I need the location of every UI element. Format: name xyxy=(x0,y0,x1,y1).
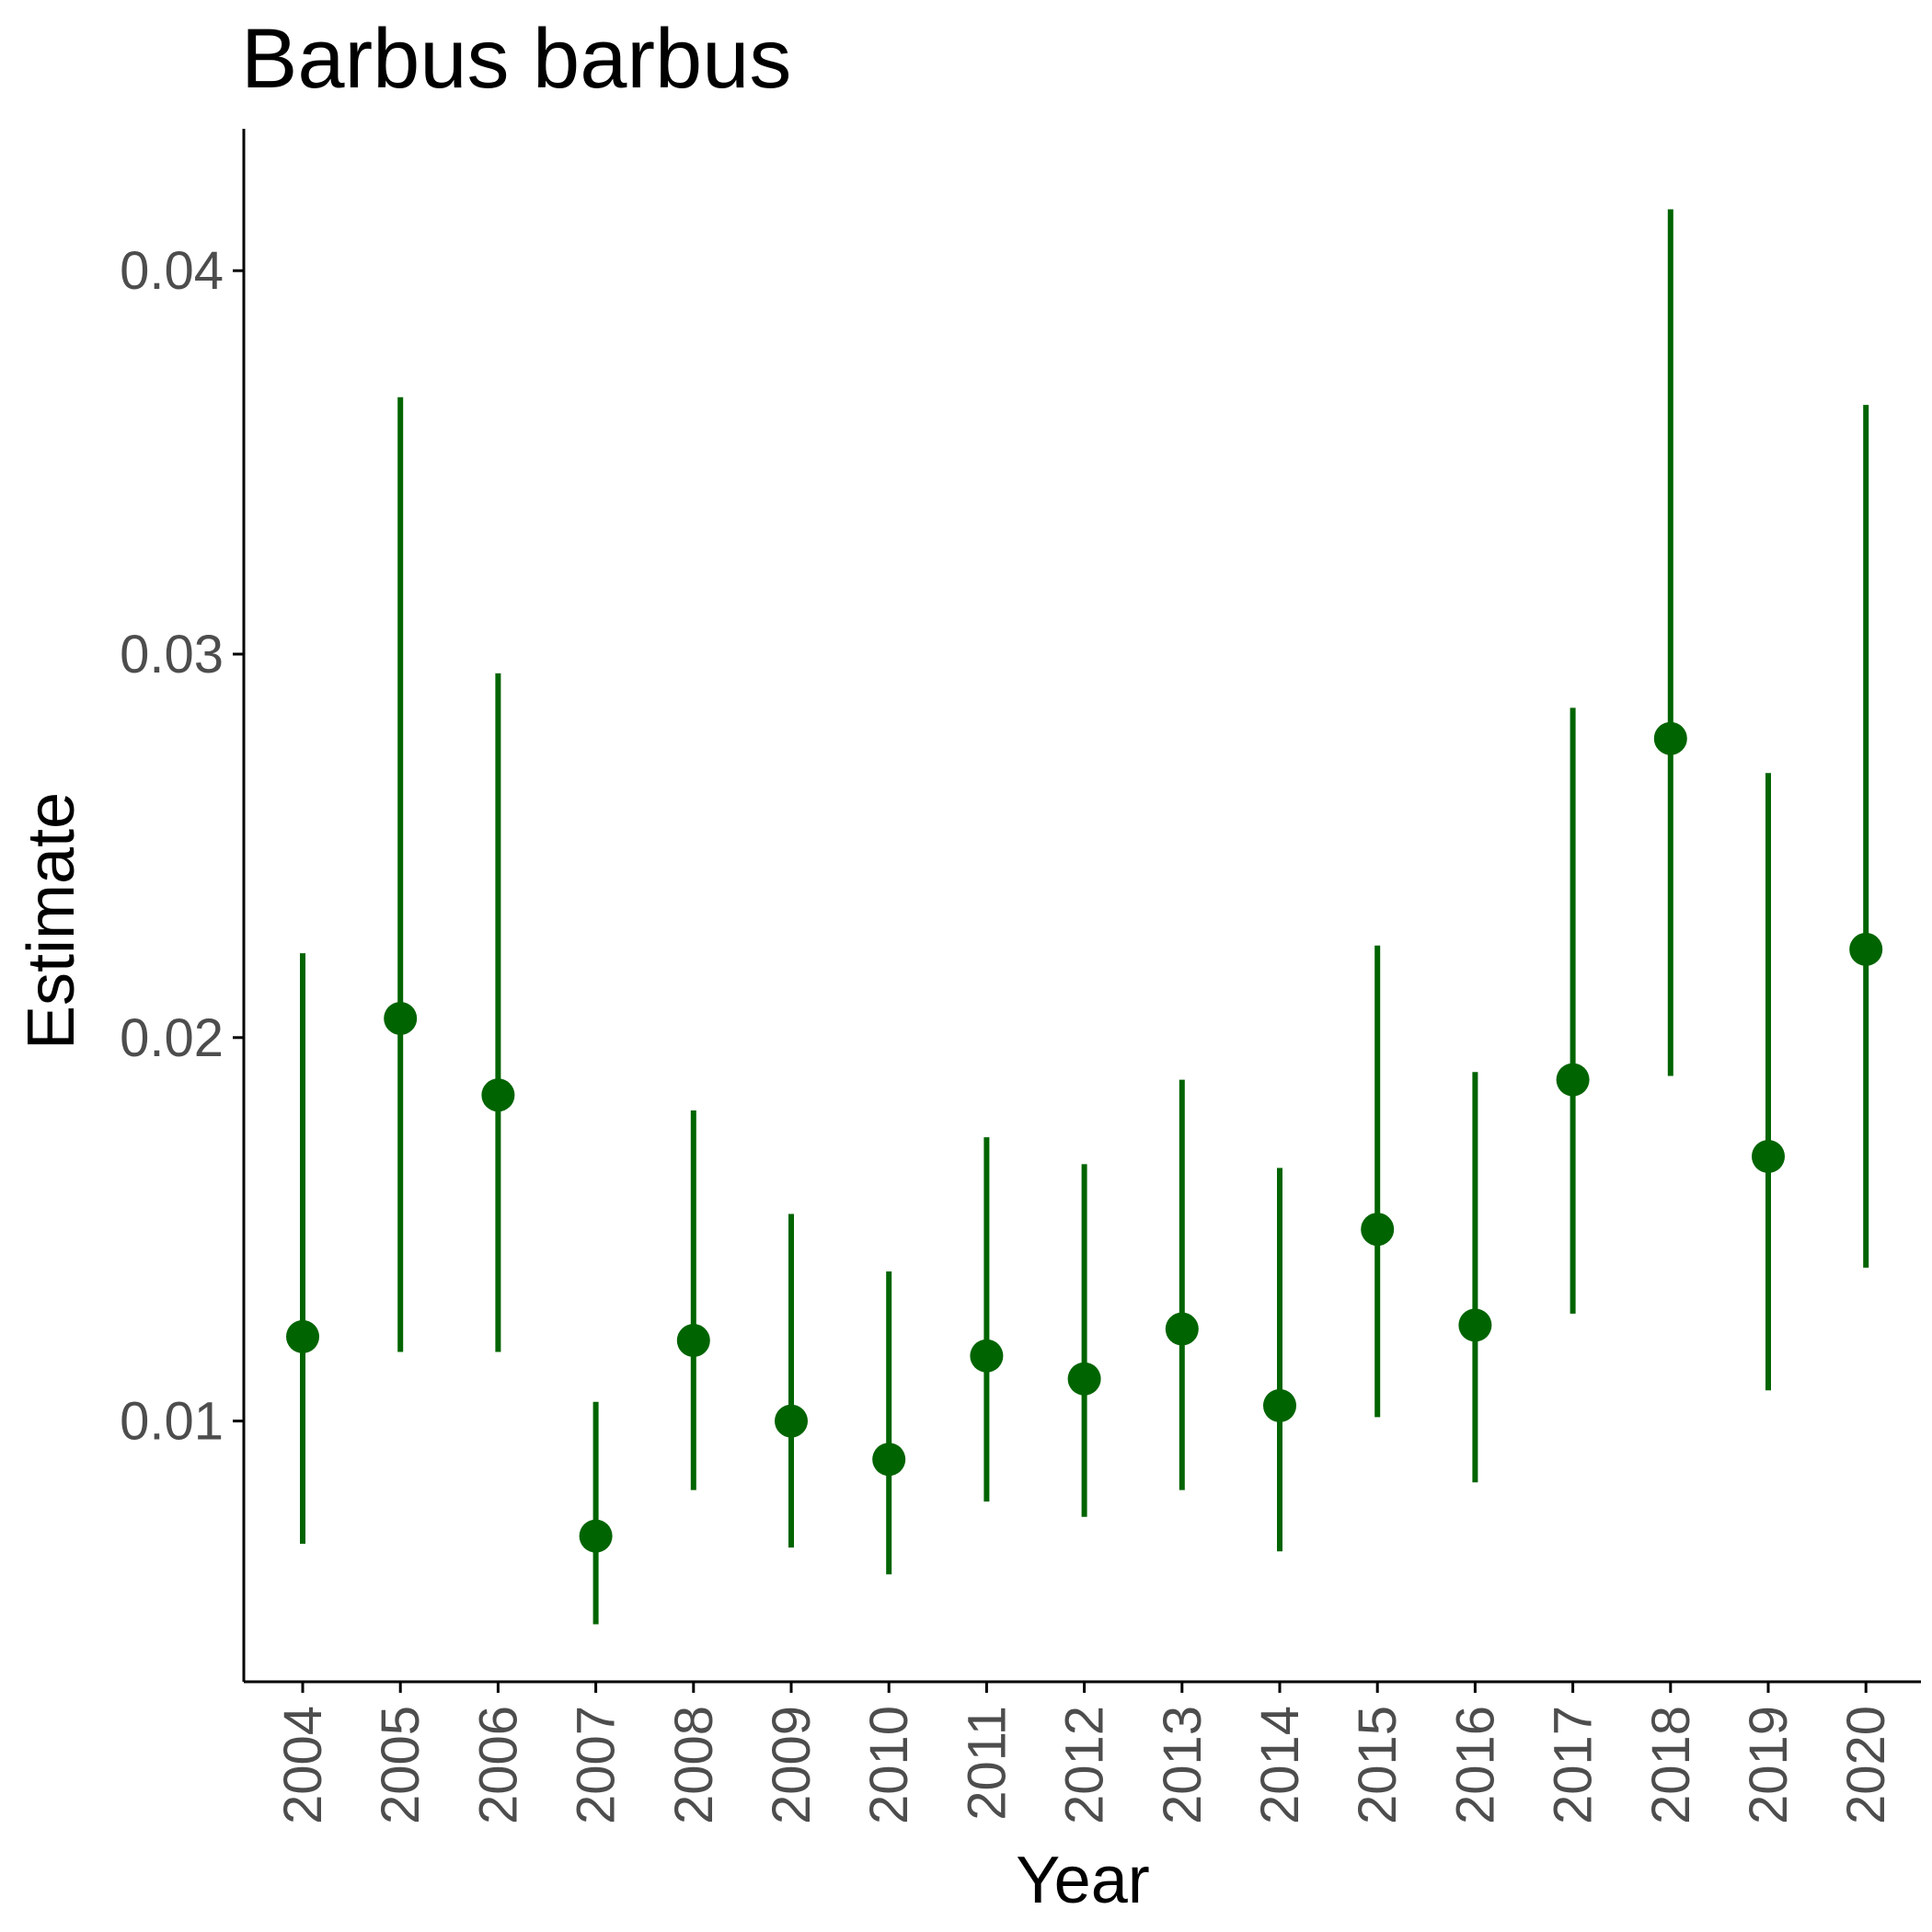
data-point xyxy=(872,1443,906,1477)
x-tick-label: 2011 xyxy=(957,1706,1017,1821)
data-point xyxy=(579,1519,613,1553)
x-tick-label: 2019 xyxy=(1739,1706,1799,1824)
data-point xyxy=(676,1324,710,1358)
data-point xyxy=(1458,1308,1492,1342)
y-tick-label: 0.02 xyxy=(120,1008,224,1068)
x-tick-label: 2018 xyxy=(1641,1706,1701,1824)
data-point xyxy=(1849,932,1883,966)
x-tick-label: 2017 xyxy=(1544,1706,1604,1824)
data-point xyxy=(1653,721,1687,755)
y-axis-title: Estimate xyxy=(15,792,88,1050)
y-axis-ticks: 0.01 0.02 0.03 0.04 xyxy=(120,241,244,1452)
y-tick-label: 0.01 xyxy=(120,1392,224,1452)
x-tick-label: 2012 xyxy=(1055,1706,1115,1824)
x-tick-label: 2006 xyxy=(468,1706,528,1824)
y-tick-label: 0.04 xyxy=(120,241,224,301)
x-tick-label: 2015 xyxy=(1348,1706,1408,1824)
x-tick-label: 2005 xyxy=(371,1706,431,1824)
data-point xyxy=(1752,1139,1785,1173)
x-tick-label: 2008 xyxy=(664,1706,724,1824)
x-tick-label: 2010 xyxy=(859,1706,919,1824)
data-point xyxy=(1067,1362,1101,1396)
data-point xyxy=(481,1078,515,1112)
data-point xyxy=(384,1001,418,1035)
x-tick-label: 2013 xyxy=(1153,1706,1213,1824)
x-tick-label: 2014 xyxy=(1250,1706,1310,1824)
data-point xyxy=(1263,1388,1296,1422)
x-tick-label: 2004 xyxy=(273,1706,333,1824)
x-tick-label: 2009 xyxy=(762,1706,822,1824)
x-tick-label: 2016 xyxy=(1445,1706,1505,1824)
x-tick-label: 2020 xyxy=(1836,1706,1896,1824)
data-point xyxy=(286,1319,319,1353)
x-axis-title: Year xyxy=(1016,1844,1149,1917)
x-axis-ticks: 2004 2005 2006 2007 2008 2009 2010 2011 2012 2013… xyxy=(273,1682,1896,1824)
data-point xyxy=(1361,1213,1395,1247)
data-point xyxy=(970,1339,1004,1373)
plot-marks xyxy=(286,209,1883,1625)
y-tick-label: 0.03 xyxy=(120,625,224,684)
data-point xyxy=(1165,1312,1199,1346)
x-tick-label: 2007 xyxy=(567,1706,627,1824)
chart-title: Barbus barbus xyxy=(241,12,791,106)
data-point xyxy=(1556,1063,1590,1097)
data-point xyxy=(775,1404,808,1438)
